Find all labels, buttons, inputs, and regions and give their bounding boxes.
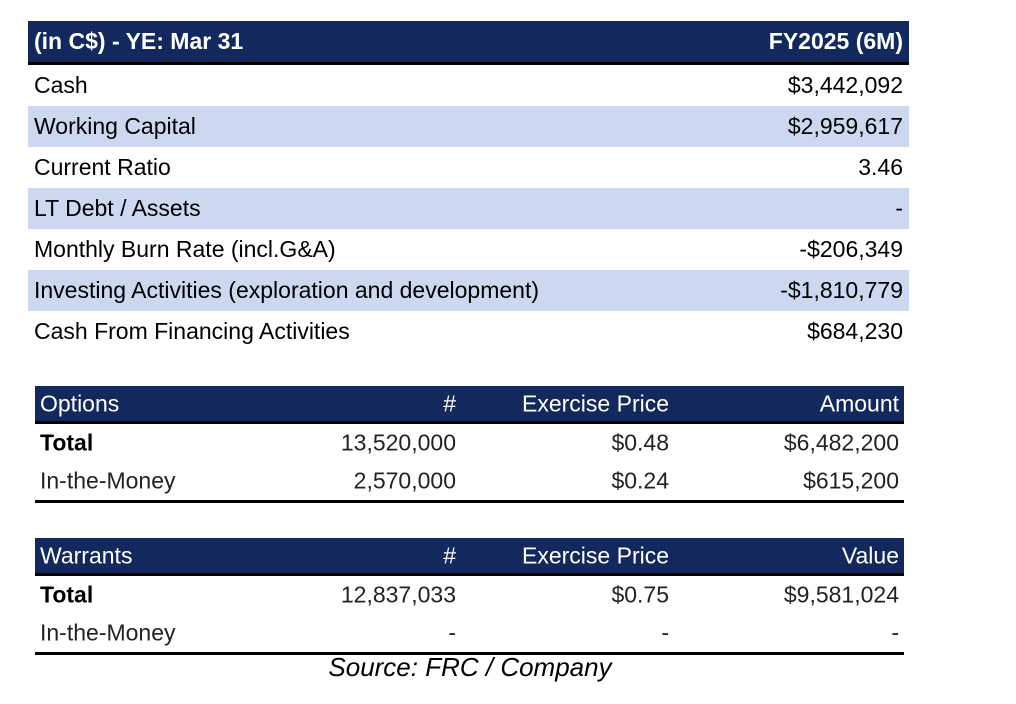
row-price: $0.24 (611, 467, 669, 494)
row-label: Current Ratio (34, 154, 171, 180)
table-row: Working Capital $2,959,617 (28, 106, 909, 147)
row-price: $0.48 (611, 429, 669, 456)
header-label: (in C$) - YE: Mar 31 (34, 28, 244, 54)
options-header: Options # Exercise Price Amount (35, 386, 904, 424)
table-row: In-the-Money - - - (35, 614, 904, 652)
row-count: 13,520,000 (340, 429, 456, 456)
row-label: Total (40, 581, 94, 608)
header-cell: Amount (819, 390, 899, 416)
table-row: Current Ratio 3.46 (28, 147, 909, 188)
row-label: Cash From Financing Activities (34, 318, 350, 344)
header-cell: Warrants (40, 542, 133, 568)
warrants-table: Warrants # Exercise Price Value Total 12… (35, 538, 904, 655)
source-note: Source: FRC / Company (328, 652, 612, 682)
row-label: Investing Activities (exploration and de… (34, 277, 540, 303)
header-cell: Options (40, 390, 120, 416)
table-row: Total 13,520,000 $0.48 $6,482,200 (35, 424, 904, 462)
row-value: $3,442,092 (787, 72, 903, 98)
header-cell: Value (841, 542, 899, 568)
row-amount: $615,200 (803, 467, 899, 494)
row-value: -$1,810,779 (780, 277, 903, 303)
options-table: Options # Exercise Price Amount Total 13… (35, 386, 904, 503)
header-cell: # (443, 390, 456, 416)
header-cell: Exercise Price (522, 542, 669, 568)
row-label: In-the-Money (40, 619, 176, 646)
row-value: $684,230 (807, 318, 903, 344)
table-row: Investing Activities (exploration and de… (28, 270, 909, 311)
row-count: 2,570,000 (353, 467, 456, 494)
header-cell: # (443, 542, 456, 568)
table-row: LT Debt / Assets - (28, 188, 909, 229)
row-label: In-the-Money (40, 467, 176, 494)
row-value: $2,959,617 (787, 113, 903, 139)
row-value: $9,581,024 (783, 581, 899, 608)
row-value: 3.46 (858, 154, 903, 180)
row-value: - (891, 619, 899, 646)
row-price: $0.75 (611, 581, 669, 608)
row-amount: $6,482,200 (783, 429, 899, 456)
table-row: In-the-Money 2,570,000 $0.24 $615,200 (35, 462, 904, 500)
row-label: LT Debt / Assets (34, 195, 201, 221)
warrants-header: Warrants # Exercise Price Value (35, 538, 904, 576)
row-label: Cash (34, 72, 88, 98)
header-cell: Exercise Price (522, 390, 669, 416)
row-value: -$206,349 (799, 236, 903, 262)
row-label: Working Capital (34, 113, 196, 139)
table-row: Cash $3,442,092 (28, 65, 909, 106)
header-period: FY2025 (6M) (768, 28, 903, 54)
table-row: Cash From Financing Activities $684,230 (28, 311, 909, 352)
table-row: Monthly Burn Rate (incl.G&A) -$206,349 (28, 229, 909, 270)
row-count: - (448, 619, 456, 646)
row-label: Monthly Burn Rate (incl.G&A) (34, 236, 336, 262)
row-count: 12,837,033 (340, 581, 456, 608)
financial-summary-table: (in C$) - YE: Mar 31 FY2025 (6M) Cash $3… (28, 21, 909, 352)
row-price: - (661, 619, 669, 646)
row-label: Total (40, 429, 94, 456)
row-value: - (895, 195, 903, 221)
table-row: Total 12,837,033 $0.75 $9,581,024 (35, 576, 904, 614)
table-header: (in C$) - YE: Mar 31 FY2025 (6M) (28, 21, 909, 65)
